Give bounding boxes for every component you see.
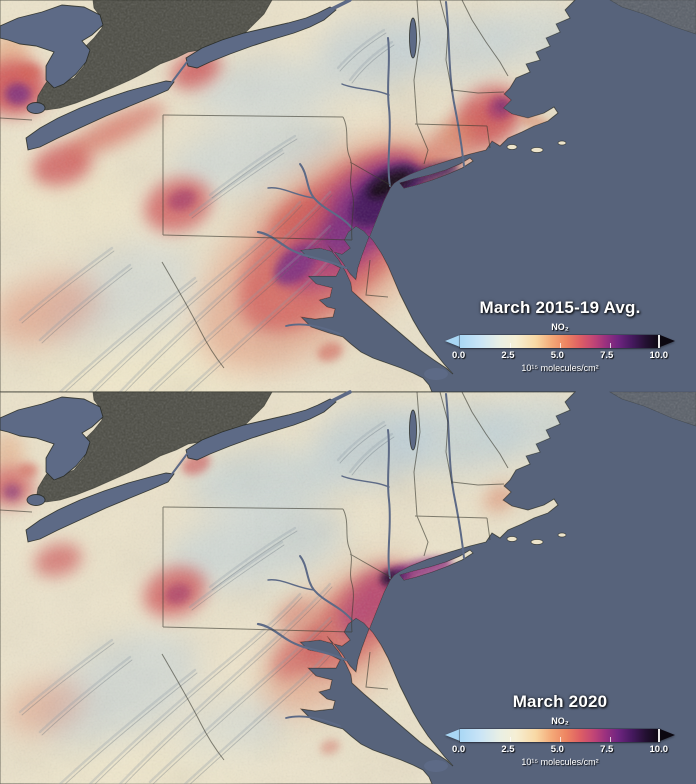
panel-top-map — [0, 0, 696, 414]
panel-bottom-map — [0, 392, 696, 784]
